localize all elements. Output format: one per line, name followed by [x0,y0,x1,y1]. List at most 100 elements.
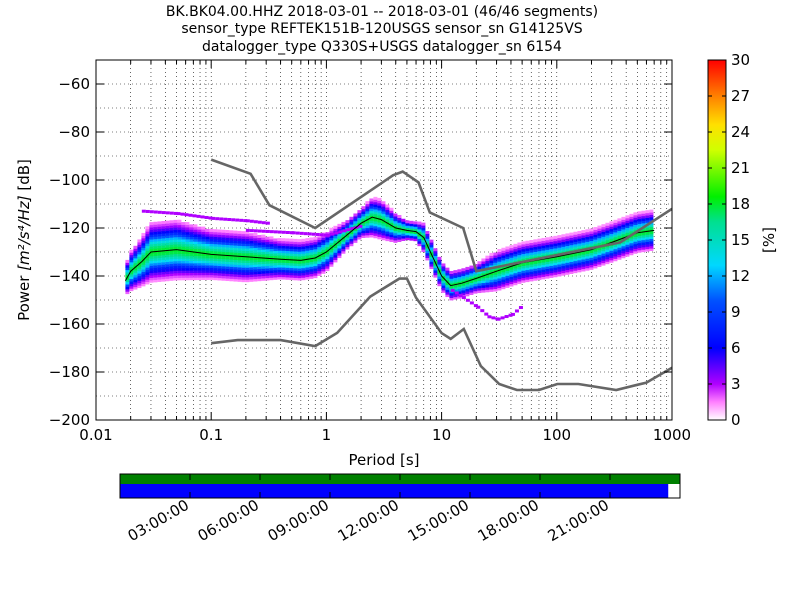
density-cell [217,275,222,279]
density-cell [317,256,322,260]
density-cell [505,270,510,274]
density-cell [269,265,274,269]
density-cell [557,239,562,243]
density-cell [357,234,362,238]
density-cell [157,226,162,230]
density-cell [145,243,150,247]
density-cell [221,270,226,274]
density-cell [469,289,474,293]
density-cell [381,208,386,212]
density-cell [409,230,414,234]
density-cell [533,277,538,281]
density-cell [401,233,406,237]
density-cell [249,276,254,280]
density-cell [569,232,574,236]
density-cell [417,240,422,244]
density-cell [133,274,138,278]
density-cell [229,268,234,272]
density-cell [537,269,542,273]
density-cell [365,215,370,219]
density-cell [213,277,218,281]
coverage-timeline: 03:00:00 06:00:00 09:00:00 12:00:00 15:00:00… [119,473,681,545]
density-cell [517,268,522,272]
density-cell [141,254,146,258]
density-cell [621,240,626,244]
density-cell [217,239,222,243]
density-cell [461,277,466,281]
density-cell [321,242,326,246]
density-cell [273,274,278,278]
density-cell [281,252,286,256]
density-cell [429,239,434,243]
density-cell [129,280,134,284]
density-cell [593,234,598,238]
density-cell [613,229,618,233]
density-cell [209,274,214,278]
density-cell [421,222,426,226]
density-cell [629,228,634,232]
density-cell [517,259,522,263]
density-cell [377,202,382,206]
density-cell [421,232,426,236]
x-axis: 0.01 0.1 1 10 100 1000 [79,60,691,444]
density-cell [197,260,202,264]
density-cell [229,278,234,282]
density-cell [229,256,234,260]
density-cell [125,269,130,273]
density-cell [137,280,142,284]
density-cell [177,241,182,245]
density-cell [573,262,578,266]
density-cell [201,233,206,237]
density-cell [269,262,274,266]
density-cell [381,227,386,231]
outlier-cell [487,315,492,319]
density-cell [185,231,190,235]
density-cell [305,247,310,251]
density-cell [201,241,206,245]
density-cell [253,254,258,258]
density-cell [417,226,422,230]
density-cell [245,240,250,244]
density-cell [501,278,506,282]
density-cell [337,228,342,232]
density-cell [545,261,550,265]
density-cell [609,245,614,249]
density-cell [381,215,386,219]
density-cell [329,258,334,262]
density-cell [485,282,490,286]
density-cell [141,271,146,275]
outlier-cell [461,296,466,300]
density-cell [569,270,574,274]
density-cell [157,262,162,266]
density-cell [493,288,498,292]
density-cell [149,260,154,264]
density-cell [493,257,498,261]
density-cell [441,268,446,272]
density-cell [269,272,274,276]
density-cell [645,219,650,223]
density-cell [609,226,614,230]
density-cell [341,243,346,247]
density-cell [617,254,622,258]
density-cell [553,250,558,254]
density-cell [217,231,222,235]
density-cell [497,285,502,289]
density-cell [205,231,210,235]
density-cell [641,241,646,245]
density-cell [625,217,630,221]
density-cell [425,233,430,237]
density-cell [177,250,182,254]
density-cell [245,233,250,237]
density-cell [457,286,462,290]
density-cell [509,254,514,258]
density-cell [597,259,602,263]
density-cell [601,248,606,252]
density-cell [609,250,614,254]
density-cell [449,294,454,298]
density-cell [617,251,622,255]
density-cell [561,258,566,262]
density-cell [533,268,538,272]
density-cell [557,249,562,253]
outlier-cell [208,216,213,220]
density-cell [589,233,594,237]
